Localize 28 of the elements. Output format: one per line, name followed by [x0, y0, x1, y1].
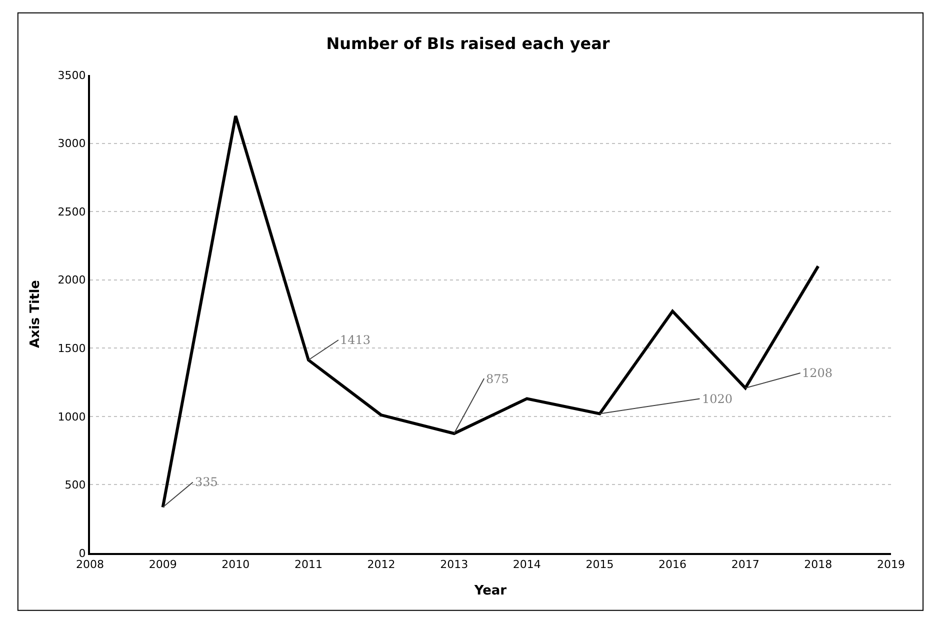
y-tick-label: 0 [78, 546, 86, 560]
y-tick-label: 2000 [58, 274, 86, 287]
y-tick-label: 3500 [58, 68, 86, 82]
annotation: 1020 [702, 392, 733, 406]
y-tick-label: 500 [64, 478, 86, 492]
x-tick-label: 2008 [76, 558, 104, 572]
x-tick-label: 2012 [367, 558, 396, 572]
y-tick-label: 1500 [58, 342, 86, 355]
annotation: 1208 [802, 366, 833, 380]
y-tick-label: 1000 [58, 410, 86, 424]
y-tick-label: 2500 [58, 205, 86, 218]
x-tick-label: 2019 [877, 558, 905, 572]
x-tick-label: 2017 [731, 558, 760, 572]
y-axis-title: Axis Title [28, 280, 44, 348]
x-tick-label: 2016 [658, 558, 687, 572]
x-tick-label: 2015 [586, 558, 614, 572]
y-tick-label: 3000 [58, 137, 86, 150]
annotation: 1413 [340, 333, 371, 347]
x-axis-title: Year [473, 583, 508, 598]
chart-title: Number of BIs raised each year [326, 34, 610, 53]
annotation: 335 [195, 475, 218, 489]
x-tick-label: 2013 [440, 558, 468, 572]
x-tick-label: 2010 [222, 558, 250, 572]
x-tick-label: 2014 [512, 558, 541, 572]
annotation: 875 [486, 372, 509, 386]
x-tick-label: 2011 [294, 558, 322, 572]
x-tick-label: 2018 [804, 558, 832, 572]
x-tick-label: 2009 [148, 558, 177, 572]
